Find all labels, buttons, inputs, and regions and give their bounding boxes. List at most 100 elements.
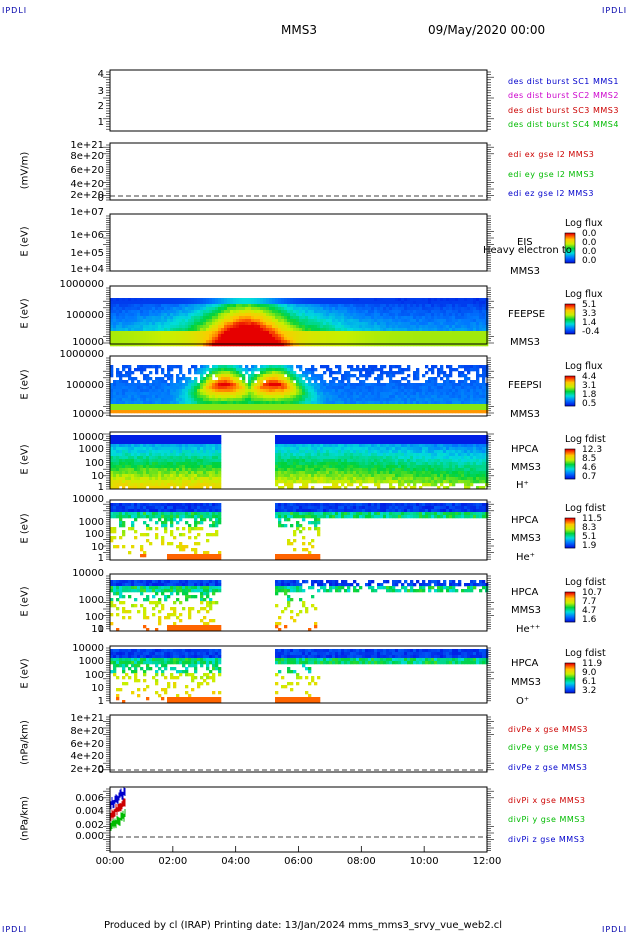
heat-cell bbox=[326, 398, 330, 402]
heat-cell bbox=[263, 322, 267, 326]
heat-cell bbox=[269, 322, 273, 326]
heat-cell bbox=[134, 444, 138, 448]
heat-cell bbox=[356, 398, 360, 402]
heat-cell bbox=[305, 325, 309, 329]
heat-cell bbox=[290, 474, 294, 478]
heat-cell bbox=[203, 459, 207, 463]
heat-cell bbox=[263, 343, 267, 347]
heat-cell bbox=[167, 471, 171, 475]
heat-cell bbox=[203, 447, 207, 451]
heat-cell bbox=[284, 301, 288, 305]
heat-cell bbox=[119, 474, 123, 478]
heat-cell bbox=[266, 307, 270, 311]
heat-cell bbox=[455, 316, 459, 320]
heat-cell bbox=[155, 468, 159, 472]
heat-cell bbox=[167, 334, 171, 338]
heat-cell bbox=[149, 459, 153, 463]
heat-cell bbox=[209, 435, 213, 439]
heat-cell bbox=[110, 334, 114, 338]
heat-cell bbox=[389, 404, 393, 408]
heat-cell bbox=[362, 383, 366, 387]
heat-cell bbox=[212, 322, 216, 326]
heat-cell bbox=[143, 365, 147, 369]
colorbar-cell bbox=[565, 389, 575, 391]
heat-cell bbox=[383, 392, 387, 396]
heat-cell bbox=[323, 301, 327, 305]
heat-cell bbox=[341, 380, 345, 384]
heat-cell bbox=[290, 340, 294, 344]
heat-cell bbox=[215, 465, 219, 469]
heat-cell bbox=[437, 304, 441, 308]
heat-cell bbox=[128, 398, 132, 402]
heat-cell bbox=[140, 386, 144, 390]
heat-cell bbox=[140, 343, 144, 347]
heat-cell bbox=[125, 328, 129, 332]
heat-cell bbox=[347, 322, 351, 326]
heat-cell bbox=[335, 410, 339, 414]
heat-cell bbox=[293, 435, 297, 439]
colorbar-cell bbox=[565, 331, 575, 333]
heat-cell bbox=[428, 331, 432, 335]
heat-cell bbox=[221, 343, 225, 347]
heat-cell bbox=[263, 313, 267, 317]
heat-cell bbox=[383, 395, 387, 399]
heat-cell bbox=[251, 395, 255, 399]
heat-cell bbox=[212, 368, 216, 372]
heat-cell bbox=[182, 383, 186, 387]
heat-cell bbox=[392, 313, 396, 317]
heat-cell bbox=[176, 319, 180, 323]
heat-cell bbox=[203, 474, 207, 478]
heat-cell bbox=[188, 377, 192, 381]
heat-cell bbox=[359, 380, 363, 384]
heat-cell bbox=[356, 298, 360, 302]
colorbar-cell bbox=[565, 320, 575, 322]
heat-cell bbox=[188, 474, 192, 478]
heat-cell bbox=[200, 395, 204, 399]
heat-cell bbox=[476, 365, 480, 369]
heat-cell bbox=[167, 447, 171, 451]
heat-cell bbox=[446, 319, 450, 323]
heat-cell bbox=[182, 325, 186, 329]
heat-cell bbox=[146, 310, 150, 314]
heat-cell bbox=[275, 325, 279, 329]
heat-cell bbox=[275, 343, 279, 347]
heat-cell bbox=[338, 389, 342, 393]
heat-cell bbox=[428, 307, 432, 311]
heat-cell bbox=[212, 395, 216, 399]
heat-cell bbox=[161, 319, 165, 323]
heat-cell bbox=[140, 368, 144, 372]
heat-cell bbox=[284, 371, 288, 375]
heat-cell bbox=[125, 340, 129, 344]
heat-cell bbox=[335, 383, 339, 387]
heat-cell bbox=[179, 301, 183, 305]
heat-cell bbox=[194, 383, 198, 387]
heat-cell bbox=[263, 401, 267, 405]
heat-cell bbox=[161, 395, 165, 399]
heat-cell bbox=[344, 374, 348, 378]
heat-cell bbox=[389, 331, 393, 335]
heat-cell bbox=[284, 468, 288, 472]
heat-cell bbox=[182, 389, 186, 393]
heat-cell bbox=[332, 401, 336, 405]
heat-cell bbox=[116, 404, 120, 408]
heat-cell bbox=[287, 486, 291, 490]
heat-cell bbox=[140, 307, 144, 311]
heat-cell bbox=[239, 337, 243, 341]
heat-cell bbox=[185, 343, 189, 347]
heat-cell bbox=[152, 389, 156, 393]
colorbar-cell bbox=[565, 254, 575, 256]
heat-cell bbox=[392, 316, 396, 320]
heat-cell bbox=[203, 334, 207, 338]
heat-cell bbox=[359, 307, 363, 311]
heat-cell bbox=[407, 380, 411, 384]
heat-cell bbox=[200, 331, 204, 335]
heat-cell bbox=[296, 386, 300, 390]
heat-cell bbox=[296, 401, 300, 405]
heat-cell bbox=[443, 334, 447, 338]
heat-cell bbox=[365, 316, 369, 320]
heat-cell bbox=[161, 328, 165, 332]
heat-cell bbox=[374, 377, 378, 381]
heat-cell bbox=[194, 453, 198, 457]
heat-cell bbox=[149, 316, 153, 320]
heat-cell bbox=[464, 368, 468, 372]
